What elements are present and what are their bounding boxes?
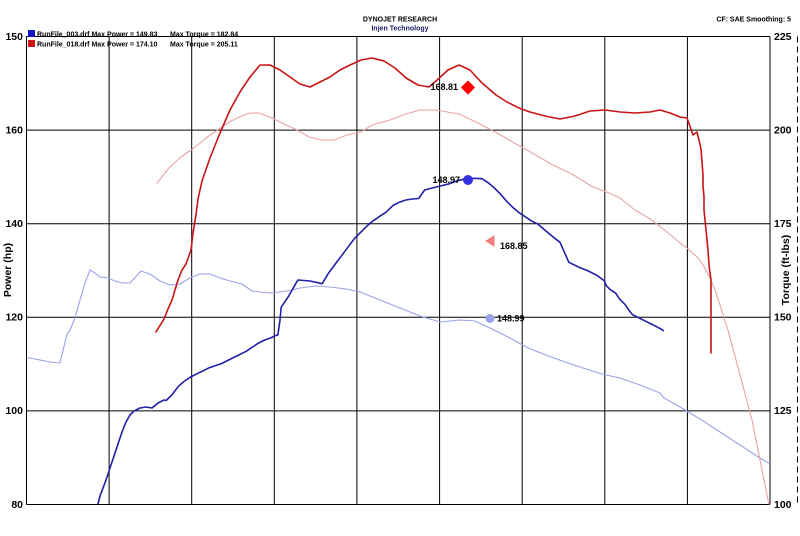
svg-text:80: 80 [11, 499, 23, 511]
svg-text:150: 150 [774, 312, 792, 324]
svg-text:148.99: 148.99 [497, 314, 525, 324]
svg-text:CF: SAE Smoothing: 5: CF: SAE Smoothing: 5 [716, 17, 791, 24]
svg-text:RunFile_003.drf Max Power = 14: RunFile_003.drf Max Power = 149.83 [37, 32, 158, 39]
svg-text:160: 160 [5, 125, 23, 137]
svg-text:148.97: 148.97 [432, 175, 460, 185]
svg-text:100: 100 [774, 499, 792, 511]
svg-text:140: 140 [5, 218, 23, 230]
svg-text:150: 150 [5, 31, 23, 43]
svg-text:225: 225 [774, 31, 792, 43]
svg-text:168.81: 168.81 [430, 82, 458, 92]
svg-text:Max Torque = 182.84: Max Torque = 182.84 [170, 32, 238, 39]
svg-text:200: 200 [774, 125, 792, 137]
svg-text:120: 120 [5, 312, 23, 324]
svg-text:RunFile_018.drf Max Power = 17: RunFile_018.drf Max Power = 174.10 [37, 42, 158, 49]
svg-text:DYNOJET RESEARCH: DYNOJET RESEARCH [363, 17, 437, 24]
svg-text:168.85: 168.85 [500, 241, 528, 251]
svg-text:Max Torque = 205.11: Max Torque = 205.11 [170, 42, 238, 49]
svg-text:125: 125 [774, 405, 792, 417]
svg-text:Power (hp): Power (hp) [2, 243, 14, 297]
svg-text:175: 175 [774, 218, 792, 230]
svg-text:100: 100 [5, 405, 23, 417]
svg-text:Torque (ft-lbs): Torque (ft-lbs) [780, 235, 792, 305]
svg-text:Injen Technology: Injen Technology [371, 26, 428, 33]
